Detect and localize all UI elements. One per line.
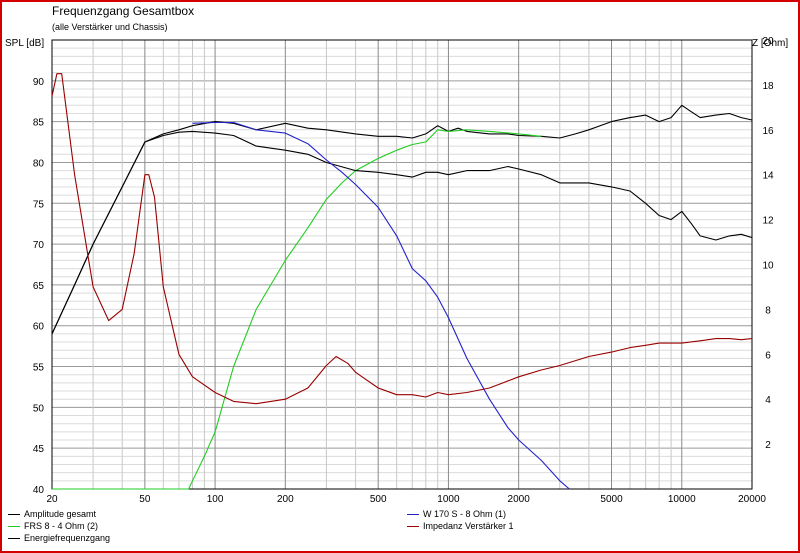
legend-swatch [407, 526, 419, 528]
chart-subtitle: (alle Verstärker und Chassis) [52, 22, 168, 32]
y-axis-label: SPL [dB] [5, 38, 45, 49]
series-energiefrequenzgang [51, 130, 753, 335]
x-tick-label: 200 [277, 494, 294, 505]
y-tick-label: 60 [33, 322, 45, 333]
x-tick-label: 20 [46, 494, 58, 505]
x-tick-label: 5000 [600, 494, 623, 505]
series-amplitude-gesamt [51, 104, 753, 335]
x-tick-label: 1000 [437, 494, 460, 505]
x-tick-label: 50 [139, 494, 151, 505]
x-tick-label: 100 [207, 494, 224, 505]
y-tick-label: 45 [33, 444, 45, 455]
y-tick-label: 55 [33, 363, 45, 374]
y2-tick-label: 8 [765, 305, 771, 316]
y-tick-label: 70 [33, 240, 45, 251]
legend-entry: W 170 S - 8 Ohm (1) [407, 508, 506, 520]
series-w170s [192, 121, 570, 490]
legend-label: FRS 8 - 4 Ohm (2) [24, 521, 99, 531]
y-tick-label: 80 [33, 158, 45, 169]
y-tick-label: 65 [33, 281, 45, 292]
y2-tick-label: 10 [762, 261, 774, 272]
chart-title: Frequenzgang Gesamtbox [52, 4, 195, 18]
legend-swatch [8, 514, 20, 516]
y-tick-label: 40 [33, 485, 45, 496]
x-tick-label: 10000 [668, 494, 696, 505]
legend-swatch [407, 514, 419, 516]
legend-swatch [8, 538, 20, 540]
y2-tick-label: 14 [762, 171, 774, 182]
legend-label: Amplitude gesamt [24, 509, 97, 519]
y2-tick-label: 16 [762, 126, 774, 137]
y2-tick-label: 12 [762, 216, 774, 227]
y-tick-label: 75 [33, 199, 45, 210]
y2-axis-label: Z [Ohm] [752, 38, 789, 49]
y2-tick-label: 20 [762, 36, 774, 47]
y-tick-label: 85 [33, 118, 45, 129]
series-impedanz [51, 73, 753, 405]
x-tick-label: 500 [370, 494, 387, 505]
legend-swatch [8, 526, 20, 528]
y2-tick-label: 6 [765, 350, 771, 361]
legend-label: Energiefrequenzgang [24, 533, 111, 543]
legend-entry: FRS 8 - 4 Ohm (2) [8, 520, 98, 532]
legend-label: W 170 S - 8 Ohm (1) [423, 509, 507, 519]
legend-entry: Amplitude gesamt [8, 508, 96, 520]
y2-tick-label: 18 [762, 81, 774, 92]
y-tick-label: 90 [33, 77, 45, 88]
plot-border [51, 39, 753, 490]
series-frs8 [52, 129, 542, 490]
legend-entry: Impedanz Verstärker 1 [407, 520, 514, 532]
legend-entry: Energiefrequenzgang [8, 532, 110, 544]
x-tick-label: 2000 [508, 494, 531, 505]
y2-tick-label: 4 [765, 395, 771, 406]
legend-label: Impedanz Verstärker 1 [423, 521, 514, 531]
y-tick-label: 50 [33, 403, 45, 414]
y2-tick-label: 2 [765, 440, 771, 451]
x-tick-label: 20000 [738, 494, 766, 505]
plot-area [52, 40, 752, 489]
